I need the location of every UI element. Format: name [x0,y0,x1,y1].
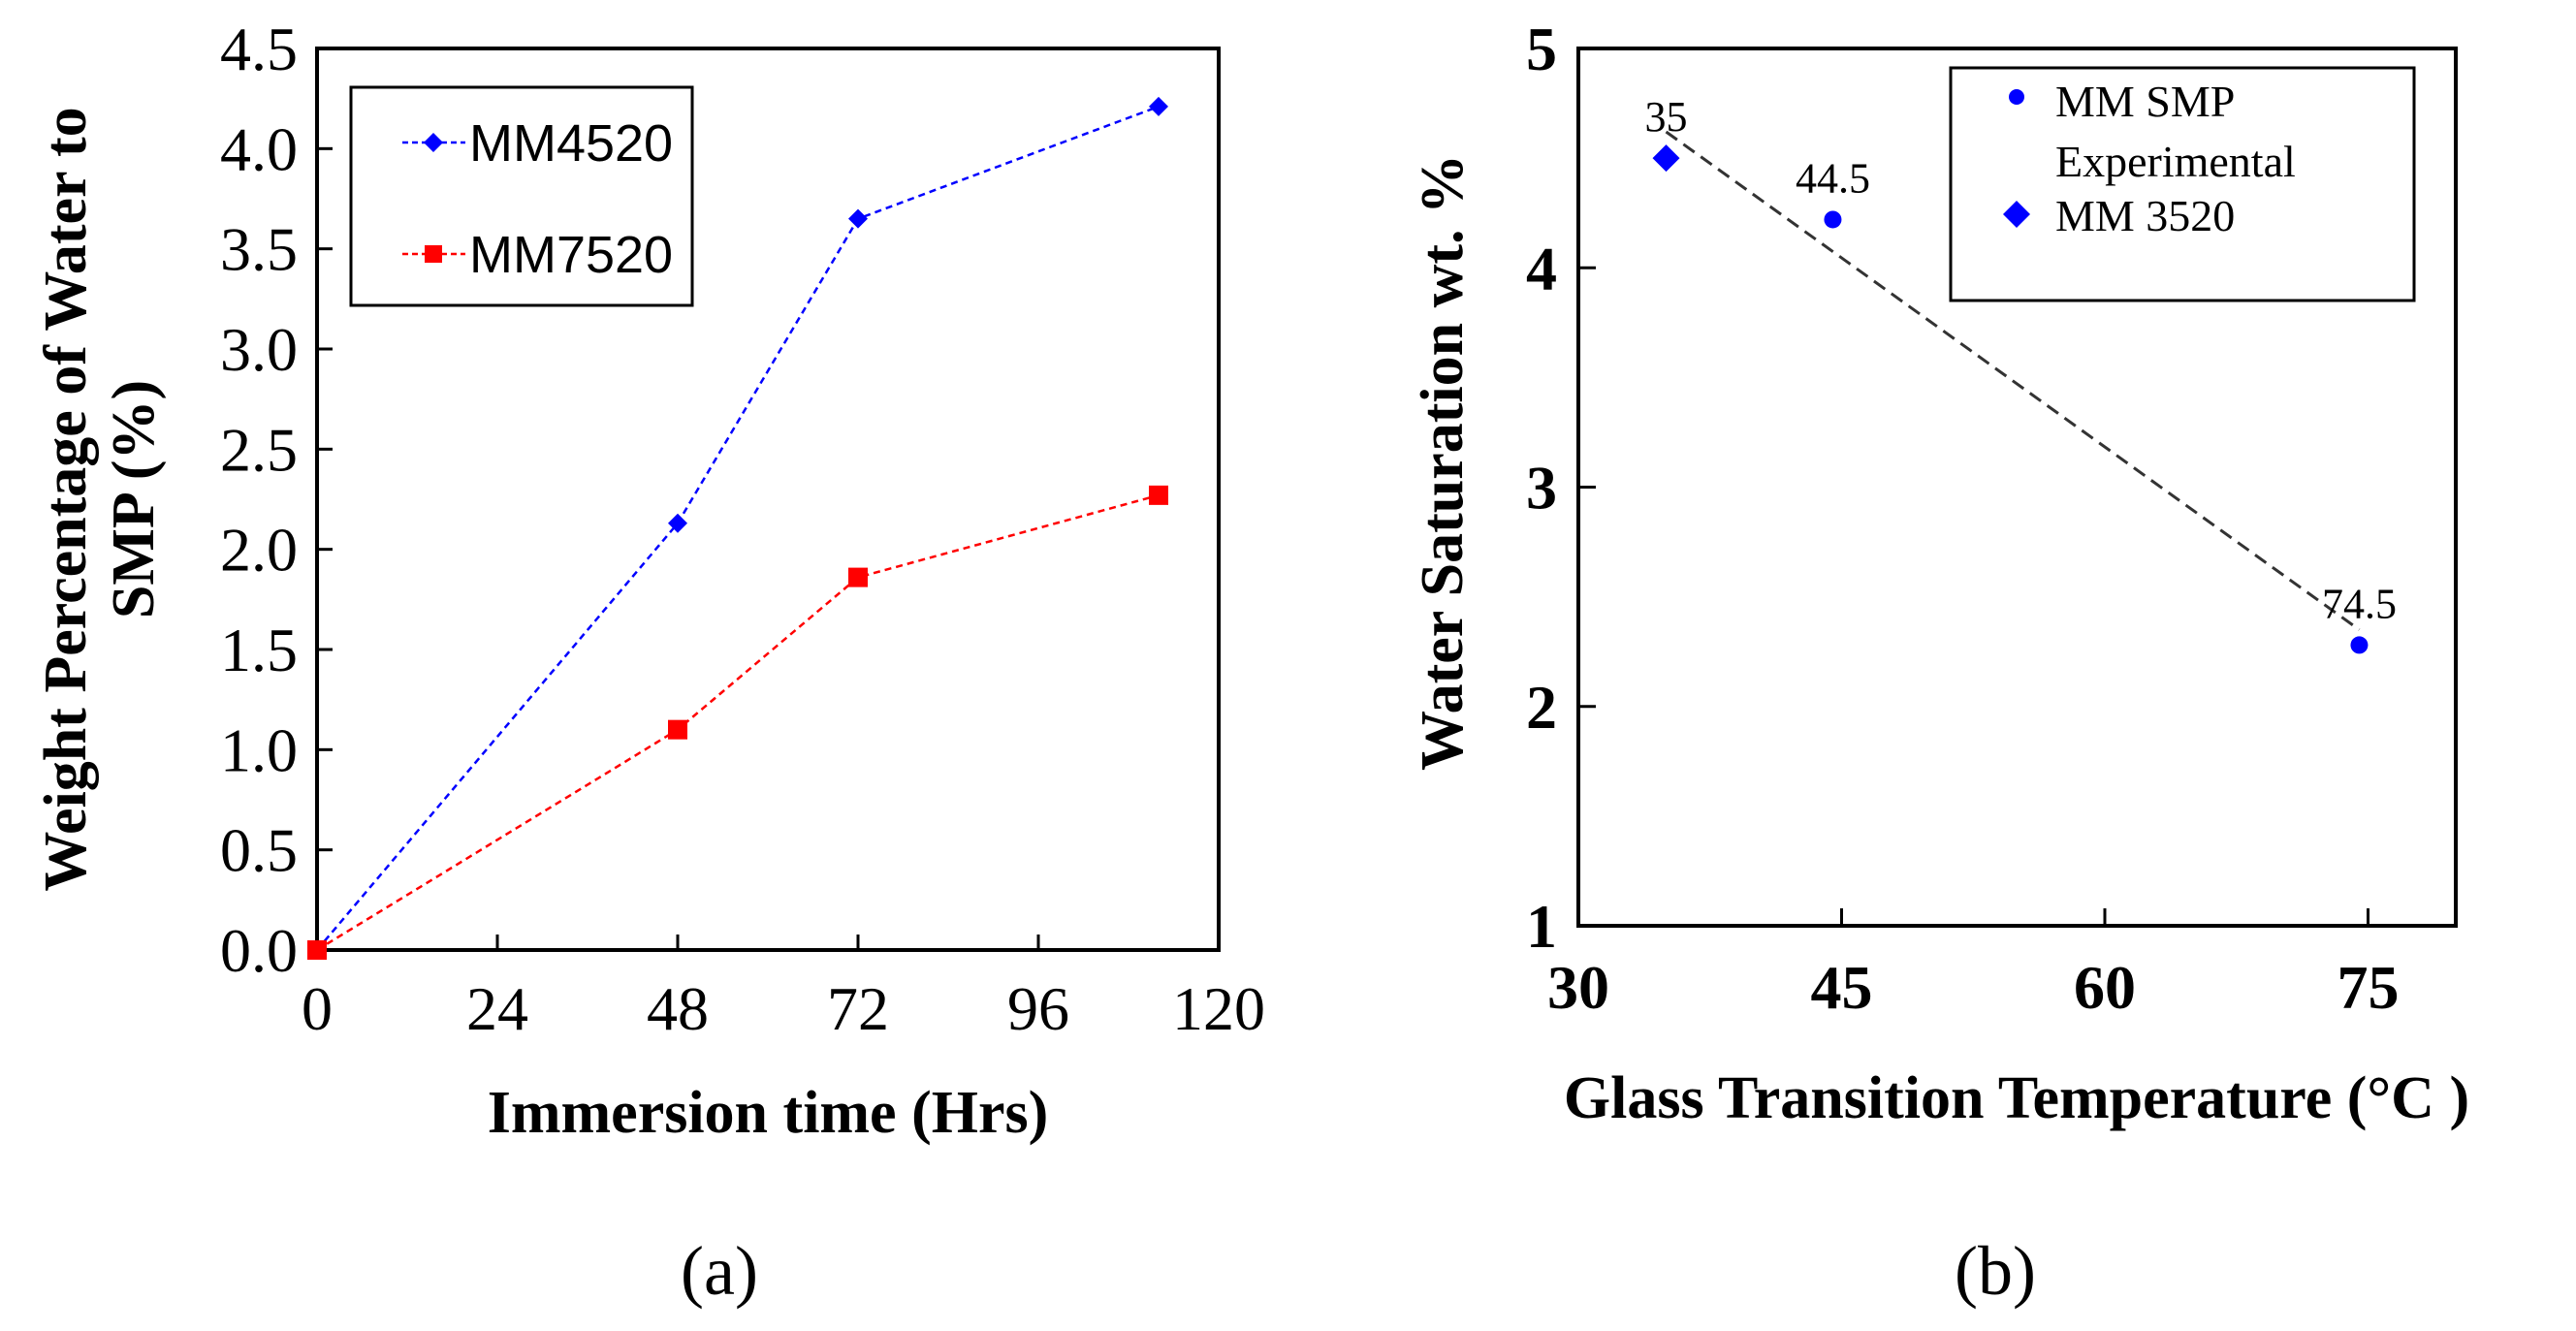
chart-a-point-mm7520 [307,940,327,960]
chart-b-x-tick-label: 30 [1547,953,1609,1022]
chart-b-data-label: 74.5 [2322,580,2397,627]
chart-b-trendline [1665,130,2361,631]
chart-a-y-tick-labels: 0.0 0.5 1.0 1.5 2.0 2.5 3.0 3.5 4.0 4.5 [220,15,298,985]
chart-b-y-tick-labels: 1 2 3 4 5 [1526,15,1557,961]
chart-a-point-mm7520 [848,567,868,587]
chart-a-ticks [315,47,1221,952]
chart-a-y-tick-label: 1.0 [220,715,298,784]
chart-a-point-mm4520 [668,513,687,533]
chart-a-y-tick-label: 0.0 [220,916,298,985]
chart-a-series-lines [316,105,1160,952]
chart-b-point-mm3520 [1652,144,1680,173]
chart-a-y-tick-label: 0.5 [220,816,298,885]
chart-a-y-tick-label: 3.0 [220,315,298,384]
chart-a-point-mm7520 [1149,485,1168,505]
chart-b-x-tick-label: 75 [2337,953,2400,1022]
chart-b-legend-label-mm3520: MM 3520 [2055,191,2235,240]
chart-a-x-axis-title: Immersion time (Hrs) [488,1080,1049,1146]
chart-a-legend-marker-mm4520 [424,133,443,152]
chart-b-point-mm-smp [1824,210,1842,229]
chart-b-legend-marker-mm-smp [2009,89,2024,105]
chart-a-plot-frame [315,47,1221,952]
chart-a-legend-label-mm7520: MM7520 [469,226,673,284]
chart-b-legend-label-mm-smp-line1: MM SMP [2055,77,2235,126]
chart-b-x-axis-title: Glass Transition Temperature (°C ) [1564,1065,2469,1131]
chart-a-x-tick-labels: 0 24 48 72 96 120 [302,974,1265,1043]
chart-b-points: 44.5 74.5 35 [1645,93,2397,654]
chart-a-point-mm4520 [848,208,868,229]
chart-a-x-tick-label: 96 [1007,974,1069,1043]
chart-b-y-tick-label: 3 [1526,454,1557,523]
chart-a-legend: MM4520 MM7520 [349,85,694,307]
chart-b-y-tick-label: 2 [1526,673,1557,742]
chart-b-x-tick-label: 45 [1811,953,1873,1022]
chart-a-y-tick-label: 4.0 [220,114,298,183]
chart-a-legend-label-mm4520: MM4520 [469,114,673,173]
chart-a-x-tick-label: 120 [1172,974,1265,1043]
chart-a-line-mm7520 [316,493,1160,952]
chart-a: 0.0 0.5 1.0 1.5 2.0 2.5 3.0 3.5 4.0 4.5 0 24 48 72 96… [33,15,1265,1310]
chart-a-y-axis-title-line2: SMP (%) [101,380,167,618]
chart-b-data-label: 35 [1645,93,1688,141]
chart-a-y-tick-label: 2.5 [220,415,298,484]
chart-b-y-tick-label: 5 [1526,15,1557,83]
chart-a-x-tick-label: 0 [302,974,333,1043]
panel-label-a: (a) [681,1232,758,1310]
chart-a-x-tick-label: 48 [647,974,709,1043]
chart-b-legend: MM SMP Experimental MM 3520 [1949,66,2416,302]
panel-label-b: (b) [1955,1232,2036,1310]
chart-b-legend-label-mm-smp-line2: Experimental [2055,137,2296,186]
chart-b-y-axis-title: Water Saturation wt. % [1410,154,1476,771]
chart-b-x-tick-labels: 30 45 60 75 [1547,953,2400,1022]
chart-a-legend-box [349,85,694,307]
chart-a-series-markers [307,96,1168,960]
chart-a-x-tick-label: 72 [827,974,889,1043]
chart-b-data-label: 44.5 [1796,154,1870,202]
chart-a-point-mm7520 [668,719,687,740]
chart-a-y-tick-label: 2.0 [220,516,298,585]
chart-a-x-tick-label: 24 [466,974,528,1043]
chart-b-y-tick-label: 4 [1526,234,1557,302]
chart-a-y-axis-title-line1: Weight Percentage of Water to [33,107,99,891]
chart-b-point-mm-smp [2350,636,2369,654]
chart-a-point-mm4520 [1149,96,1168,116]
chart-b-legend-marker-mm3520 [2003,201,2030,228]
chart-a-line-mm4520 [316,105,1160,951]
chart-b-y-tick-label: 1 [1526,892,1557,961]
chart-a-legend-marker-mm7520 [425,245,442,263]
chart-a-y-tick-label: 4.5 [220,15,298,83]
chart-a-y-tick-label: 1.5 [220,616,298,684]
chart-b-legend-box [1949,66,2416,302]
chart-b-x-tick-label: 60 [2074,953,2136,1022]
chart-b-ticks [1576,47,2369,928]
chart-a-y-tick-label: 3.5 [220,215,298,284]
